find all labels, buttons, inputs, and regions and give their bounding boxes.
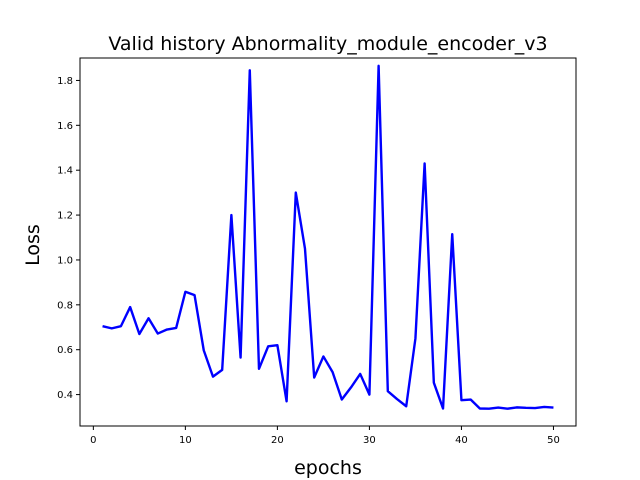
x-tick-label: 20 <box>271 435 284 446</box>
y-tick-label: 1.8 <box>57 76 73 87</box>
y-tick-label: 1.0 <box>57 255 73 266</box>
x-tick-label: 10 <box>179 435 192 446</box>
y-tick-label: 0.6 <box>57 345 73 356</box>
x-tick-label: 40 <box>455 435 468 446</box>
y-tick-label: 0.4 <box>57 390 73 401</box>
y-tick-label: 1.4 <box>57 166 73 177</box>
series-line-0 <box>102 64 554 410</box>
x-tick-label: 0 <box>90 435 96 446</box>
y-axis-label: Loss <box>22 224 44 266</box>
y-tick-label: 1.2 <box>57 211 73 222</box>
x-tick-label: 30 <box>363 435 376 446</box>
x-axis-label: epochs <box>294 457 362 479</box>
axes-frame <box>79 57 577 427</box>
chart-title: Valid history Abnormality_module_encoder… <box>108 33 547 55</box>
x-tick-label: 50 <box>547 435 560 446</box>
y-tick-label: 0.8 <box>57 300 73 311</box>
plot-area: 0 10 20 30 40 50 0.4 0.6 0.8 1.0 1.2 1.4 1.6 1.8 <box>57 57 577 446</box>
y-tick-label: 1.6 <box>57 121 73 132</box>
